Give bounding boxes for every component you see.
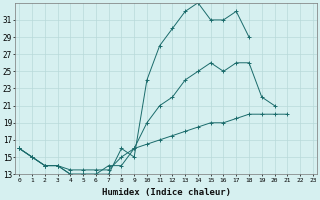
X-axis label: Humidex (Indice chaleur): Humidex (Indice chaleur) (101, 188, 231, 197)
